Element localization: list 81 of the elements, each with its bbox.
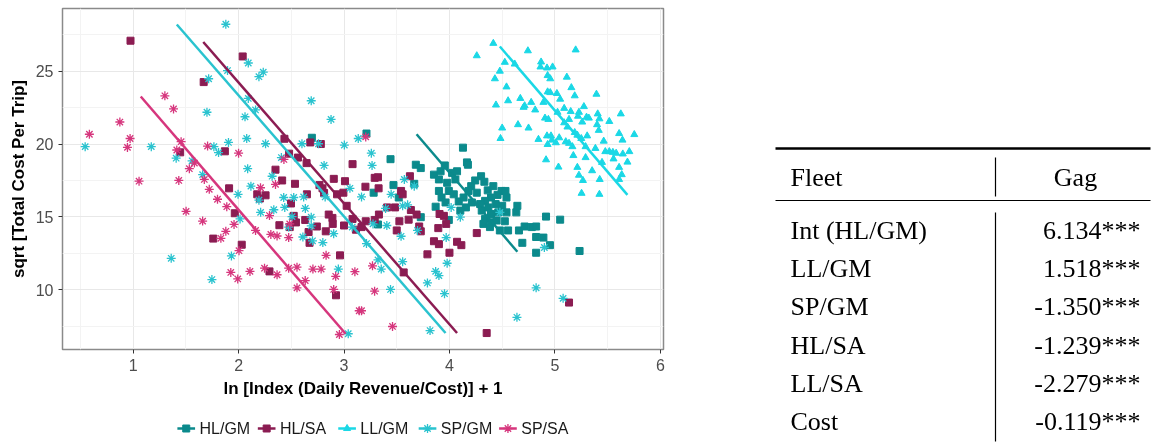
point [360, 131, 371, 143]
y-tick-label: 20 [35, 136, 54, 154]
point [271, 269, 283, 280]
text: -1.350*** [1034, 292, 1141, 322]
point [221, 201, 232, 212]
point [175, 136, 187, 147]
point [270, 179, 281, 190]
text: 1.518*** [1043, 254, 1141, 284]
point [220, 226, 231, 237]
category-label: Int (HL/GM) [790, 216, 927, 245]
point [202, 140, 213, 152]
legend-label: LL/GM [360, 420, 409, 437]
y-tick-label: 25 [35, 63, 54, 81]
y-axis-title: sqrt [Total Cost Per Trip] [8, 79, 28, 279]
point [387, 321, 398, 332]
x-tick-label: 5 [550, 356, 560, 374]
point [168, 103, 179, 115]
point [159, 90, 171, 101]
point [250, 225, 261, 236]
legend-label: SP/SA [521, 420, 569, 437]
text: Fleet [790, 163, 844, 192]
point [291, 282, 303, 294]
point [265, 229, 276, 240]
x-tick-label: 2 [234, 356, 244, 374]
point [367, 260, 378, 271]
x-axis-title: ln [Index (Daily Revenue/Cost)] + 1 [223, 378, 503, 398]
text: -0.119*** [1035, 407, 1141, 436]
point [114, 116, 126, 128]
x-tick-label: 1 [128, 356, 138, 374]
point [315, 263, 327, 275]
y-tick-label: 10 [35, 281, 54, 299]
point [171, 144, 182, 156]
point [173, 175, 184, 186]
legend-label: SP/GM [440, 420, 493, 437]
point [233, 245, 245, 256]
point [212, 194, 223, 205]
point [199, 174, 210, 185]
point [300, 275, 311, 286]
point [330, 271, 341, 282]
y-tick-label: 15 [35, 208, 54, 226]
point [225, 267, 236, 278]
point [259, 263, 270, 274]
text: -1.239*** [1034, 330, 1141, 360]
category-label: LL/SA [790, 368, 863, 398]
text: -2.279*** [1034, 368, 1141, 398]
point [84, 129, 95, 140]
point [244, 266, 256, 277]
point [271, 230, 283, 242]
point [320, 250, 332, 261]
legend-label: HL/SA [279, 420, 327, 437]
point [197, 215, 208, 227]
point [349, 266, 361, 277]
category-label: HL/SA [790, 330, 866, 360]
point [184, 163, 195, 174]
x-tick-label: 4 [445, 356, 455, 374]
point [215, 233, 227, 244]
point [255, 182, 266, 193]
category-label: Cost [790, 407, 839, 436]
point [180, 206, 192, 217]
point [228, 219, 240, 230]
x-tick-label: 3 [339, 356, 349, 374]
point [133, 176, 145, 187]
text: Gag [1053, 163, 1098, 192]
x-tick-label: 6 [655, 356, 665, 374]
point [283, 232, 294, 243]
point [233, 148, 244, 159]
point [291, 262, 303, 273]
category-label: LL/GM [790, 254, 872, 284]
point [232, 273, 243, 285]
legend-label: HL/GM [199, 420, 251, 437]
text: 6.134*** [1043, 216, 1141, 245]
category-label: SP/GM [790, 292, 869, 322]
point [124, 133, 136, 144]
point [283, 263, 294, 274]
point [328, 284, 339, 295]
point [122, 142, 133, 153]
point [307, 263, 319, 275]
point [334, 329, 345, 340]
point [264, 210, 275, 221]
point [204, 184, 215, 195]
point [369, 286, 380, 297]
